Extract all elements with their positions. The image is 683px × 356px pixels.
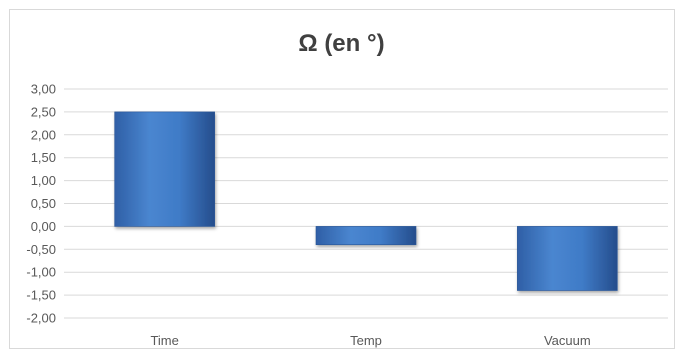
- y-tick-label: -1,00: [26, 265, 56, 280]
- y-tick-label: 3,00: [31, 82, 56, 97]
- y-tick-label: 1,50: [31, 150, 56, 165]
- y-tick-label: -2,00: [26, 311, 56, 326]
- x-tick-label: Temp: [350, 333, 382, 348]
- chart-title: Ω (en °): [298, 30, 385, 57]
- x-tick-label: Time: [150, 333, 178, 348]
- y-tick-label: 2,50: [31, 104, 56, 119]
- bar-time: [114, 111, 215, 227]
- bar-vacuum: [517, 226, 618, 291]
- bar-temp: [315, 226, 417, 246]
- y-tick-label: 0,50: [31, 196, 56, 211]
- x-tick-label: Vacuum: [544, 333, 591, 348]
- y-tick-label: -1,50: [26, 288, 56, 303]
- y-tick-label: 2,00: [31, 127, 56, 142]
- y-tick-label: 1,00: [31, 173, 56, 188]
- y-tick-label: -0,50: [26, 242, 56, 257]
- y-tick-label: 0,00: [31, 219, 56, 234]
